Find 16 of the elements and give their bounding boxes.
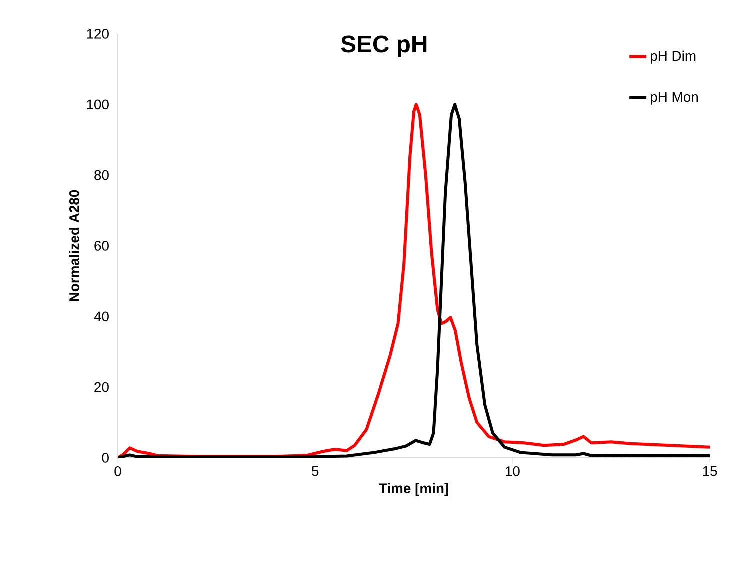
x-tick-label: 10 bbox=[506, 466, 520, 476]
x-tick-label: 5 bbox=[312, 466, 319, 476]
x-tick-label: 0 bbox=[114, 466, 122, 476]
y-tick-label: 80 bbox=[94, 170, 109, 180]
x-tick-label: 15 bbox=[703, 466, 718, 476]
y-tick-label: 60 bbox=[94, 241, 109, 251]
chart-title: SEC pH bbox=[341, 36, 427, 58]
x-axis-title: Time [min] bbox=[379, 483, 448, 496]
y-tick-label: 20 bbox=[94, 382, 109, 392]
y-axis-title: Normalized A280 bbox=[69, 190, 80, 302]
y-tick-label: 100 bbox=[87, 100, 109, 110]
legend-label: pH Mon bbox=[650, 92, 698, 105]
y-tick-label: 40 bbox=[94, 312, 109, 322]
y-tick-label: 120 bbox=[87, 29, 109, 39]
y-tick-label: 0 bbox=[102, 453, 109, 463]
legend-label: pH Dim bbox=[650, 50, 696, 64]
